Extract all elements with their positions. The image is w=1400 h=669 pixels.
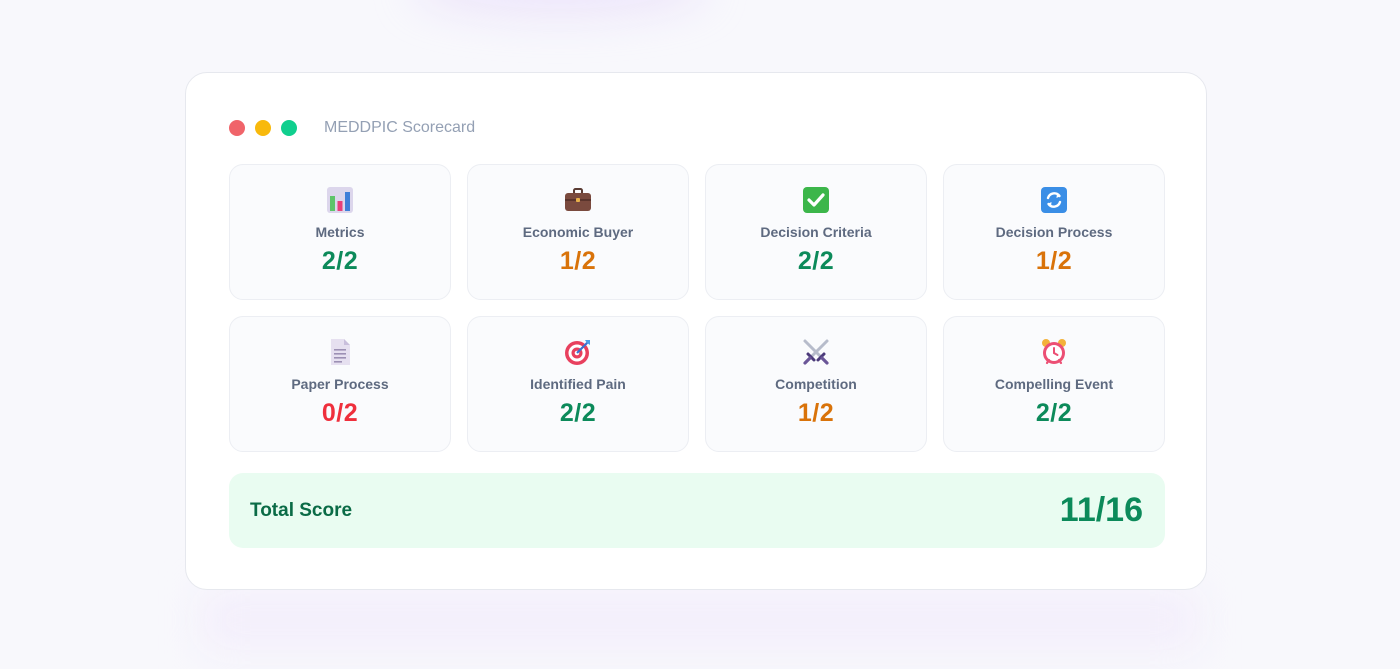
criteria-score: 2/2: [797, 247, 835, 275]
bar-chart-icon: [325, 185, 355, 215]
alarm-clock-icon: [1039, 337, 1069, 367]
criteria-tile-identified-pain: Identified Pain 2/2: [467, 316, 689, 452]
criteria-score: 2/2: [321, 247, 359, 275]
criteria-grid: Metrics 2/2 Economic Buyer 1/2: [229, 164, 1165, 452]
document-icon: [325, 337, 355, 367]
total-score-bar: Total Score 11/16: [229, 473, 1165, 548]
criteria-label: Decision Criteria: [760, 224, 872, 240]
criteria-score: 2/2: [559, 399, 597, 427]
maximize-window-button[interactable]: [281, 120, 297, 136]
criteria-tile-decision-process: Decision Process 1/2: [943, 164, 1165, 300]
criteria-tile-decision-criteria: Decision Criteria 2/2: [705, 164, 927, 300]
window-title: MEDDPIC Scorecard: [324, 119, 476, 136]
total-score-value: 11/16: [1059, 491, 1143, 529]
criteria-tile-paper-process: Paper Process 0/2: [229, 316, 451, 452]
total-score-label: Total Score: [250, 499, 353, 521]
criteria-label: Metrics: [315, 224, 365, 240]
criteria-score: 1/2: [1035, 247, 1073, 275]
background-glow-bottom: [200, 590, 1200, 650]
criteria-tile-metrics: Metrics 2/2: [229, 164, 451, 300]
criteria-tile-competition: Competition 1/2: [705, 316, 927, 452]
criteria-score: 2/2: [1035, 399, 1073, 427]
crossed-swords-icon: [801, 337, 831, 367]
minimize-window-button[interactable]: [255, 120, 271, 136]
refresh-icon: [1039, 185, 1069, 215]
check-box-icon: [801, 185, 831, 215]
close-window-button[interactable]: [229, 120, 245, 136]
criteria-label: Competition: [775, 376, 857, 392]
criteria-score: 1/2: [797, 399, 835, 427]
criteria-label: Decision Process: [995, 224, 1113, 240]
scorecard-window: MEDDPIC Scorecard Metrics 2/2: [185, 72, 1207, 590]
criteria-label: Economic Buyer: [522, 224, 634, 240]
criteria-label: Compelling Event: [994, 376, 1114, 392]
criteria-tile-compelling-event: Compelling Event 2/2: [943, 316, 1165, 452]
briefcase-icon: [563, 185, 593, 215]
window-titlebar: MEDDPIC Scorecard: [229, 118, 475, 138]
criteria-label: Paper Process: [291, 376, 389, 392]
background-glow-top: [410, 0, 710, 20]
criteria-label: Identified Pain: [530, 376, 626, 392]
criteria-score: 1/2: [559, 247, 597, 275]
criteria-score: 0/2: [321, 399, 359, 427]
target-icon: [563, 337, 593, 367]
criteria-tile-economic-buyer: Economic Buyer 1/2: [467, 164, 689, 300]
